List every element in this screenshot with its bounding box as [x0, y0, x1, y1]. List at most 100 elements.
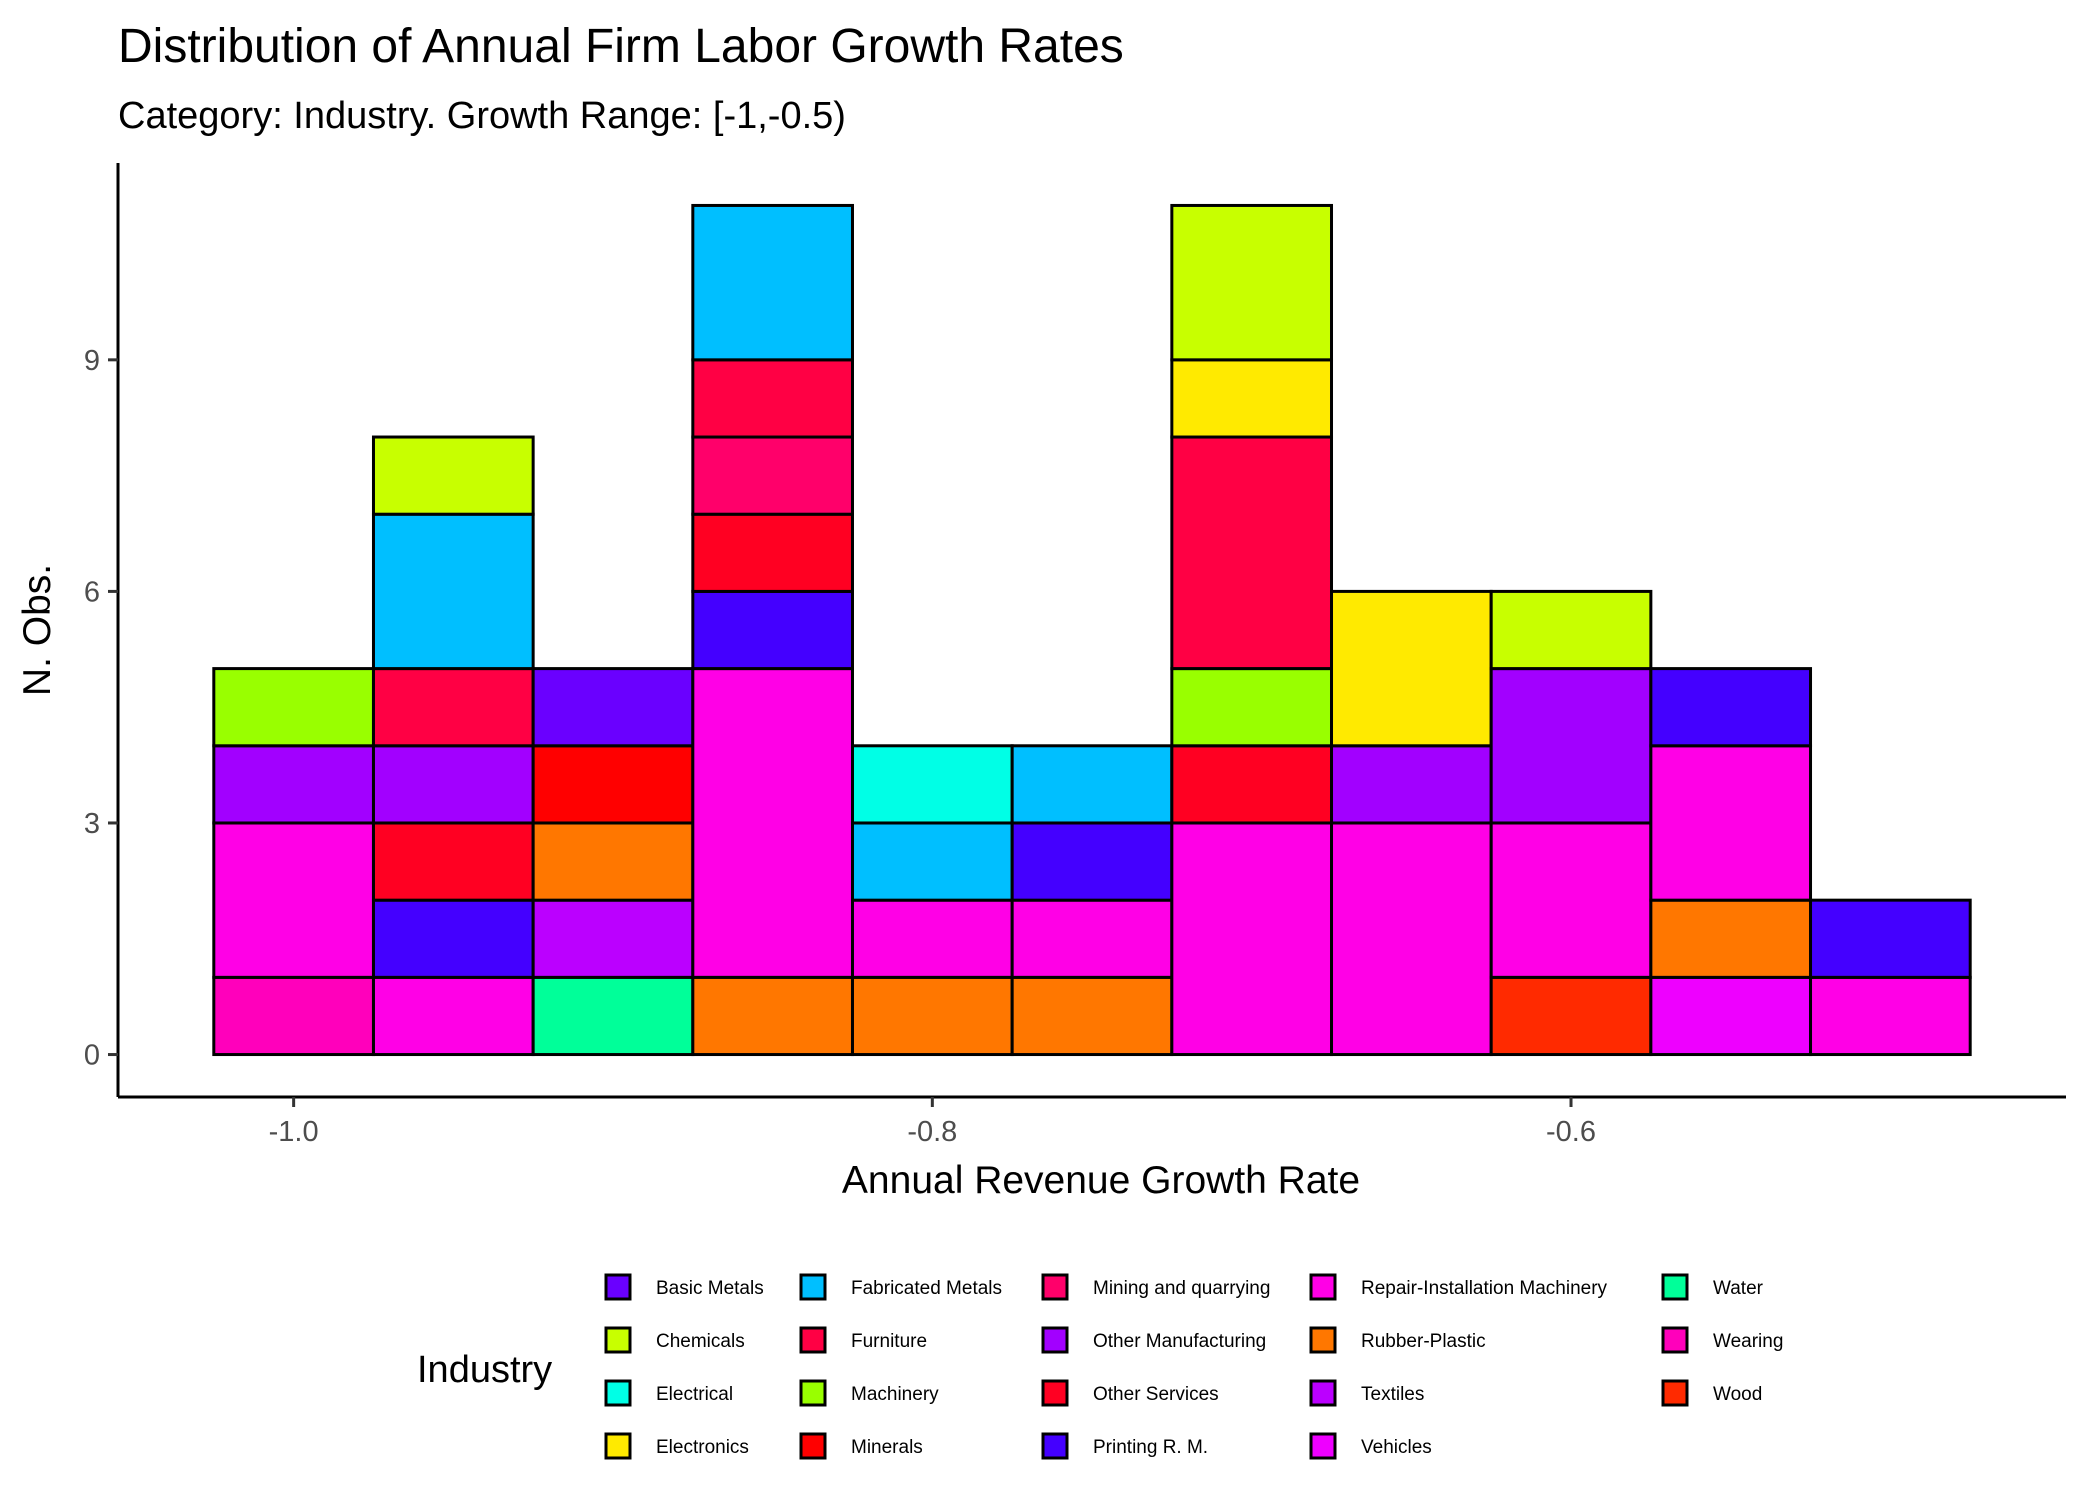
legend-key-furniture [799, 1326, 827, 1354]
legend-key-rubber-plastic [1309, 1326, 1337, 1354]
legend-label-minerals: Minerals [851, 1437, 923, 1458]
legend-key-chemicals [604, 1326, 632, 1354]
legend-label-textiles: Textiles [1361, 1384, 1424, 1405]
legend-key-electronics [604, 1432, 632, 1460]
bar-segment-6-electronics [1170, 358, 1334, 439]
bar-segment-8-wood [1489, 975, 1653, 1057]
bar-segment-6-furniture [1170, 435, 1334, 671]
y-axis-title: N. Obs. [16, 564, 59, 696]
bar-segment-0-wearing [212, 975, 375, 1057]
legend-label-chemicals: Chemicals [656, 1331, 745, 1352]
bar-segment-1-other-manufacturing [371, 744, 535, 825]
bar-segment-3-other-services [691, 512, 854, 593]
bar-segment-8-repair-installation-machinery [1489, 821, 1653, 979]
bar-segment-6-repair-installation-machinery [1170, 821, 1334, 1057]
legend-key-wood [1661, 1379, 1689, 1407]
legend-key-machinery [799, 1379, 827, 1407]
legend-key-other-services [1041, 1379, 1069, 1407]
legend-label-electronics: Electronics [656, 1437, 749, 1458]
legend-key-repair-installation-machinery [1309, 1273, 1337, 1301]
bar-segment-10-printing-r-m [1809, 898, 1972, 979]
bar-segment-2-minerals [531, 744, 695, 825]
y-ticks: 0 3 6 9 [84, 345, 118, 1072]
legend-label-wood: Wood [1713, 1384, 1762, 1405]
x-tick-label: -1.0 [269, 1116, 319, 1148]
bar-segment-2-basic-metals [531, 667, 695, 748]
bar-segment-1-printing-r-m [371, 898, 535, 979]
bar-segment-4-repair-installation-machinery [850, 898, 1014, 979]
legend-key-fabricated-metals [799, 1273, 827, 1301]
bar-segment-1-furniture [371, 667, 535, 748]
legend-label-mining-and-quarrying: Mining and quarrying [1093, 1278, 1270, 1299]
legend-key-wearing [1661, 1326, 1689, 1354]
bar-segment-8-chemicals [1489, 589, 1653, 671]
bar-segment-5-printing-r-m [1010, 821, 1174, 902]
x-tick-label: -0.6 [1546, 1116, 1596, 1148]
legend-label-rubber-plastic: Rubber-Plastic [1361, 1331, 1486, 1352]
bar-segment-2-water [531, 975, 695, 1057]
bar-segment-9-vehicles [1649, 975, 1813, 1057]
legend-key-printing-r-m [1041, 1432, 1069, 1460]
bar-segment-5-repair-installation-machinery [1010, 898, 1174, 979]
bar-segment-3-rubber-plastic [691, 975, 854, 1057]
legend-label-water: Water [1713, 1278, 1764, 1299]
bar-segment-1-fabricated-metals [371, 512, 535, 671]
bar-segment-3-printing-r-m [691, 589, 854, 671]
y-tick-label: 0 [84, 1040, 100, 1072]
bar-segment-6-machinery [1170, 667, 1334, 748]
bar-segment-3-mining-and-quarrying [691, 435, 854, 516]
bar-segment-0-repair-installation-machinery [212, 821, 375, 979]
bar-segment-3-furniture [691, 358, 854, 439]
legend-label-machinery: Machinery [851, 1384, 939, 1405]
bar-segment-6-other-services [1170, 744, 1334, 825]
bar-segment-9-repair-installation-machinery [1649, 744, 1813, 902]
bar-segment-7-electronics [1330, 589, 1493, 748]
bar-segment-3-fabricated-metals [691, 203, 854, 362]
bar-segment-7-repair-installation-machinery [1330, 821, 1493, 1057]
legend-label-repair-installation-machinery: Repair-Installation Machinery [1361, 1278, 1608, 1299]
legend-key-water [1661, 1273, 1689, 1301]
bar-segment-6-chemicals [1170, 203, 1334, 362]
legend-label-fabricated-metals: Fabricated Metals [851, 1278, 1002, 1299]
y-tick-label: 6 [84, 576, 100, 608]
bar-segment-1-repair-installation-machinery [371, 975, 535, 1057]
bar-segment-10-repair-installation-machinery [1809, 975, 1972, 1057]
legend-key-textiles [1309, 1379, 1337, 1407]
y-tick-label: 3 [84, 808, 100, 840]
x-ticks: -1.0 -0.8 -0.6 [269, 1097, 1596, 1148]
bar-segment-2-rubber-plastic [531, 821, 695, 902]
legend-key-basic-metals [604, 1273, 632, 1301]
legend-label-furniture: Furniture [851, 1331, 927, 1352]
legend-key-vehicles [1309, 1432, 1337, 1460]
bar-segment-7-other-manufacturing [1330, 744, 1493, 825]
bar-segment-8-other-manufacturing [1489, 667, 1653, 825]
legend-key-minerals [799, 1432, 827, 1460]
chart-subtitle: Category: Industry. Growth Range: [-1,-0… [118, 95, 846, 137]
x-axis-title: Annual Revenue Growth Rate [842, 1159, 1360, 1202]
legend-title: Industry [417, 1349, 552, 1391]
legend-label-vehicles: Vehicles [1361, 1437, 1432, 1458]
legend-label-basic-metals: Basic Metals [656, 1278, 764, 1299]
legend-key-electrical [604, 1379, 632, 1407]
legend-label-other-services: Other Services [1093, 1384, 1219, 1405]
bar-segment-9-printing-r-m [1649, 667, 1813, 748]
bar-segment-4-rubber-plastic [850, 975, 1014, 1057]
legend-label-electrical: Electrical [656, 1384, 733, 1405]
chart-title: Distribution of Annual Firm Labor Growth… [118, 20, 1124, 73]
legend-label-wearing: Wearing [1713, 1331, 1783, 1352]
bar-segment-4-fabricated-metals [850, 821, 1014, 902]
bar-segment-0-other-manufacturing [212, 744, 375, 825]
bar-segment-9-rubber-plastic [1649, 898, 1813, 979]
bar-segment-3-repair-installation-machinery [691, 667, 854, 979]
legend-label-other-manufacturing: Other Manufacturing [1093, 1331, 1266, 1352]
legend-key-other-manufacturing [1041, 1326, 1069, 1354]
bar-segment-4-electrical [850, 744, 1014, 825]
x-tick-label: -0.8 [907, 1116, 957, 1148]
bar-segment-1-other-services [371, 821, 535, 902]
bar-segment-1-chemicals [371, 435, 535, 516]
bar-segment-5-fabricated-metals [1010, 744, 1174, 825]
legend: Basic Metals Chemicals Electrical Electroni… [604, 1273, 1783, 1460]
bar-segment-2-textiles [531, 898, 695, 979]
bar-segment-0-machinery [212, 667, 375, 748]
